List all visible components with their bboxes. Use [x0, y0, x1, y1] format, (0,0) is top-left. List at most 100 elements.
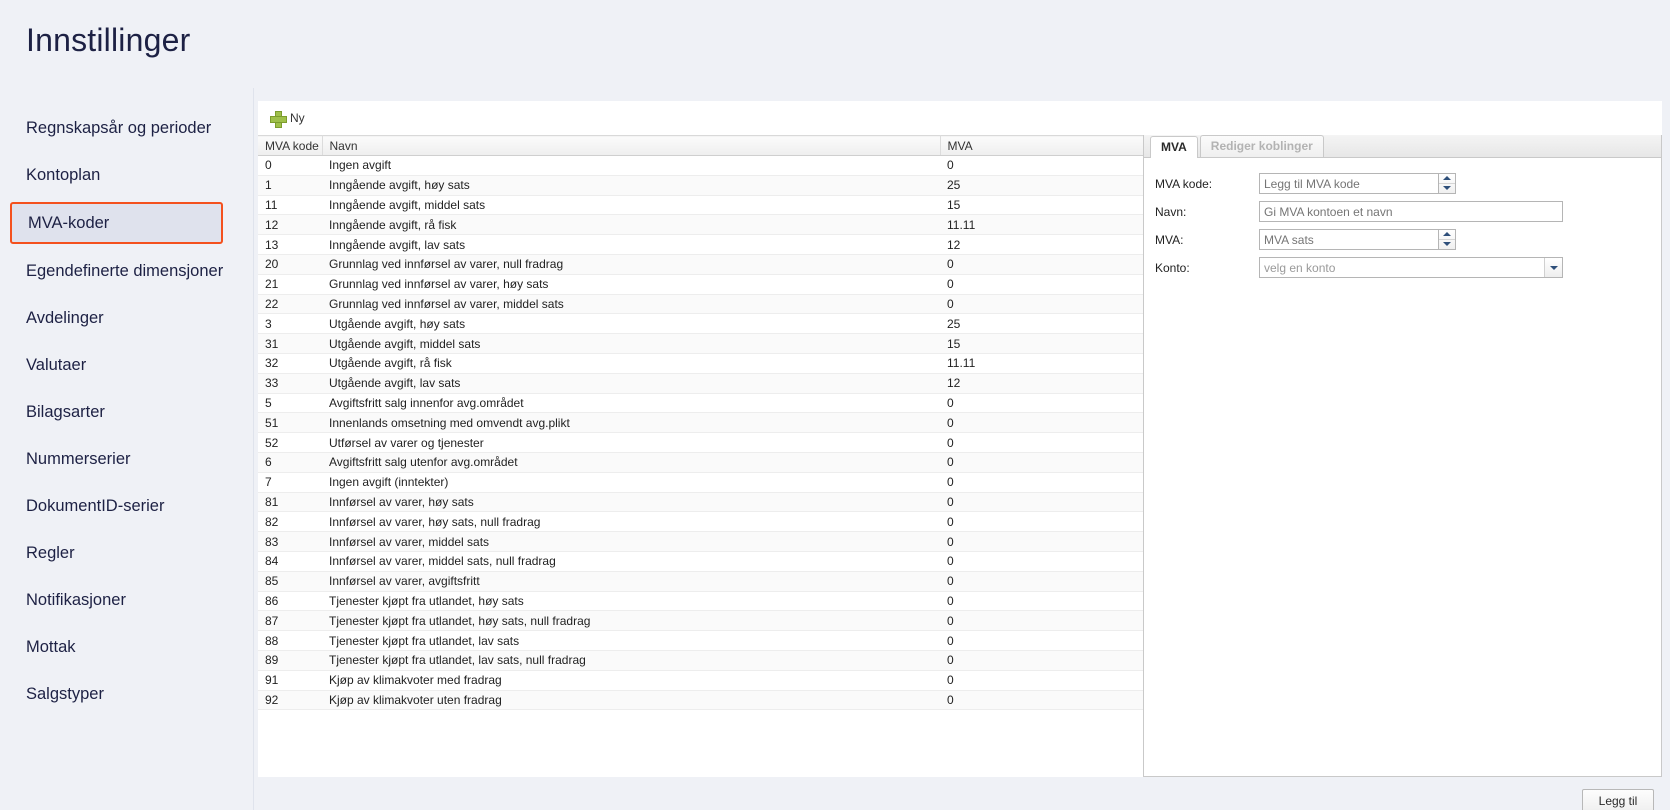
sidebar-item-avdelinger[interactable]: Avdelinger — [26, 309, 104, 327]
cell-mva: 0 — [940, 472, 1144, 493]
form-row-mva-kode: MVA kode: — [1155, 173, 1647, 194]
cell-navn: Ingen avgift — [322, 155, 940, 176]
sidebar-item-salgstyper[interactable]: Salgstyper — [26, 685, 104, 703]
table-header-row: MVA kode Navn MVA — [258, 135, 1144, 156]
cell-mva-kode: 89 — [258, 650, 322, 671]
table-row[interactable]: 20 Grunnlag ved innførsel av varer, null … — [258, 254, 1144, 275]
cell-navn: Tjenester kjøpt fra utlandet, lav sats — [322, 630, 940, 651]
table-row[interactable]: 11 Inngående avgift, middel sats 15 — [258, 195, 1144, 216]
sidebar-item-dokumentid-serier[interactable]: DokumentID-serier — [26, 497, 165, 515]
table-row[interactable]: 33 Utgående avgift, lav sats 12 — [258, 373, 1144, 394]
legg-til-button[interactable]: Legg til — [1582, 789, 1654, 810]
table-row[interactable]: 7 Ingen avgift (inntekter) 0 — [258, 472, 1144, 493]
cell-navn: Tjenester kjøpt fra utlandet, lav sats, … — [322, 650, 940, 671]
cell-mva: 11.11 — [940, 214, 1144, 236]
table-row[interactable]: 5 Avgiftsfritt salg innenfor avg.området 0 — [258, 393, 1144, 414]
cell-mva: 0 — [940, 254, 1144, 275]
table-row[interactable]: 83 Innførsel av varer, middel sats 0 — [258, 531, 1144, 552]
table-row[interactable]: 91 Kjøp av klimakvoter med fradrag 0 — [258, 670, 1144, 691]
table-row[interactable]: 85 Innførsel av varer, avgiftsfritt 0 — [258, 571, 1144, 592]
column-header-navn[interactable]: Navn — [322, 135, 941, 156]
cell-mva-kode: 20 — [258, 254, 322, 275]
konto-select-arrow[interactable] — [1544, 258, 1562, 277]
mva-kode-stepper-up[interactable] — [1439, 174, 1455, 184]
mva-sats-stepper[interactable] — [1439, 229, 1456, 250]
cell-mva-kode: 3 — [258, 313, 322, 335]
sidebar-item-valutaer[interactable]: Valutaer — [26, 356, 87, 374]
chevron-down-icon — [1443, 186, 1451, 191]
cell-mva: 0 — [940, 531, 1144, 552]
field-shell-navn — [1259, 201, 1647, 222]
table-row[interactable]: 88 Tjenester kjøpt fra utlandet, lav sats… — [258, 630, 1144, 651]
table-row[interactable]: 13 Inngående avgift, lav sats 12 — [258, 234, 1144, 255]
cell-mva-kode: 33 — [258, 373, 322, 394]
new-button[interactable]: Ny — [266, 109, 309, 128]
table-row[interactable]: 84 Innførsel av varer, middel sats, null … — [258, 551, 1144, 572]
cell-navn: Utgående avgift, rå fisk — [322, 353, 940, 374]
konto-select[interactable]: velg en konto — [1259, 257, 1563, 278]
table-row[interactable]: 12 Inngående avgift, rå fisk 11.11 — [258, 214, 1144, 236]
table-row[interactable]: 89 Tjenester kjøpt fra utlandet, lav sats… — [258, 650, 1144, 671]
sidebar-item-mottak[interactable]: Mottak — [26, 638, 76, 656]
chevron-up-icon — [1443, 232, 1451, 237]
mva-kode-input[interactable] — [1259, 173, 1439, 194]
table-row[interactable]: 52 Utførsel av varer og tjenester 0 — [258, 432, 1144, 453]
navn-input[interactable] — [1259, 201, 1563, 222]
sidebar-item-egendefinerte-dimensjoner[interactable]: Egendefinerte dimensjoner — [26, 262, 224, 280]
sidebar-item-nummerserier[interactable]: Nummerserier — [26, 450, 131, 468]
cell-mva: 0 — [940, 393, 1144, 414]
cell-navn: Innførsel av varer, høy sats — [322, 492, 940, 513]
table-row[interactable]: 82 Innførsel av varer, høy sats, null fra… — [258, 511, 1144, 533]
cell-mva: 0 — [940, 492, 1144, 513]
mva-sats-input[interactable] — [1259, 229, 1439, 250]
column-header-mva-kode[interactable]: MVA kode — [258, 135, 323, 156]
sidebar-item-kontoplan[interactable]: Kontoplan — [26, 166, 101, 184]
tab-mva[interactable]: MVA — [1150, 136, 1198, 158]
cell-navn: Kjøp av klimakvoter med fradrag — [322, 670, 940, 691]
column-header-mva[interactable]: MVA — [940, 135, 1144, 156]
konto-select-value: velg en konto — [1264, 260, 1336, 275]
mva-kode-stepper[interactable] — [1439, 173, 1456, 194]
content-area: Ny MVA kode Navn MVA 0 Ingen avgift 0 1 Inng… — [258, 101, 1662, 810]
sidebar-item-mva-koder[interactable]: MVA-koder — [10, 202, 223, 244]
table-row[interactable]: 6 Avgiftsfritt salg utenfor avg.området 0 — [258, 452, 1144, 473]
cell-mva: 12 — [940, 373, 1144, 394]
table-row[interactable]: 31 Utgående avgift, middel sats 15 — [258, 333, 1144, 354]
table-row[interactable]: 32 Utgående avgift, rå fisk 11.11 — [258, 353, 1144, 374]
cell-mva-kode: 5 — [258, 393, 322, 414]
table-row[interactable]: 87 Tjenester kjøpt fra utlandet, høy sats… — [258, 610, 1144, 632]
detail-footer: Legg til — [1143, 778, 1662, 810]
sidebar-nav-list: Regnskapsår og perioder Kontoplan MVA-kode… — [0, 88, 253, 714]
sidebar-item-regler[interactable]: Regler — [26, 544, 75, 562]
cell-mva: 0 — [940, 432, 1144, 453]
cell-mva-kode: 52 — [258, 432, 322, 453]
mva-sats-stepper-up[interactable] — [1439, 230, 1455, 240]
mva-kode-stepper-down[interactable] — [1439, 184, 1455, 194]
cell-navn: Tjenester kjøpt fra utlandet, høy sats — [322, 591, 940, 612]
cell-navn: Innførsel av varer, middel sats, null fr… — [322, 551, 940, 572]
cell-mva-kode: 7 — [258, 472, 322, 493]
label-mva: MVA: — [1155, 232, 1184, 247]
cell-mva-kode: 83 — [258, 531, 322, 552]
table-row[interactable]: 21 Grunnlag ved innførsel av varer, høy s… — [258, 274, 1144, 295]
cell-mva: 11.11 — [940, 353, 1144, 374]
table-row[interactable]: 81 Innførsel av varer, høy sats 0 — [258, 492, 1144, 513]
table-row[interactable]: 51 Innenlands omsetning med omvendt avg.p… — [258, 412, 1144, 434]
cell-navn: Avgiftsfritt salg utenfor avg.området — [322, 452, 940, 473]
table-row[interactable]: 1 Inngående avgift, høy sats 25 — [258, 175, 1144, 196]
table-row[interactable]: 3 Utgående avgift, høy sats 25 — [258, 313, 1144, 335]
sidebar-item-bilagsarter[interactable]: Bilagsarter — [26, 403, 105, 421]
cell-mva: 0 — [940, 650, 1144, 671]
chevron-down-icon — [1549, 265, 1558, 270]
sidebar-item-notifikasjoner[interactable]: Notifikasjoner — [26, 591, 126, 609]
table-row[interactable]: 92 Kjøp av klimakvoter uten fradrag 0 — [258, 690, 1144, 711]
table-row[interactable]: 22 Grunnlag ved innførsel av varer, midde… — [258, 294, 1144, 315]
table-row[interactable]: 86 Tjenester kjøpt fra utlandet, høy sats… — [258, 591, 1144, 612]
table-row[interactable]: 0 Ingen avgift 0 — [258, 155, 1144, 176]
cell-navn: Grunnlag ved innførsel av varer, høy sat… — [322, 274, 940, 295]
cell-mva-kode: 22 — [258, 294, 322, 315]
cell-mva: 15 — [940, 333, 1144, 354]
mva-sats-stepper-down[interactable] — [1439, 240, 1455, 250]
cell-mva: 12 — [940, 234, 1144, 255]
sidebar-item-regnskaps-r-og-perioder[interactable]: Regnskapsår og perioder — [26, 119, 212, 137]
